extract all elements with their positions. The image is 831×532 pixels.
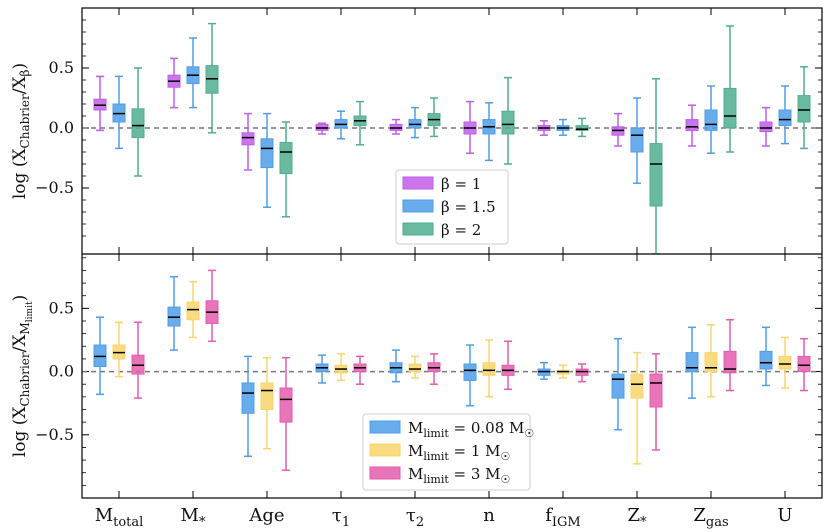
iqr-box <box>131 108 145 139</box>
iqr-box <box>649 373 663 408</box>
category-label: fIGM <box>545 505 581 530</box>
legend-label: Mlimit = 0.08 M☉ <box>408 419 534 440</box>
iqr-box <box>241 382 255 414</box>
legend-swatch <box>369 443 401 457</box>
y-tick-label: 0.0 <box>49 362 74 381</box>
iqr-box <box>649 143 663 207</box>
iqr-box <box>797 95 811 123</box>
legend-swatch <box>369 420 401 434</box>
legend-swatch <box>369 466 401 480</box>
legend-swatch <box>402 199 434 213</box>
iqr-box <box>482 362 496 376</box>
iqr-box <box>630 127 644 153</box>
iqr-box <box>759 350 773 370</box>
iqr-box <box>797 355 811 373</box>
figure-frame <box>81 7 823 499</box>
iqr-box <box>501 110 515 135</box>
iqr-box <box>778 109 792 127</box>
box-group <box>93 22 811 254</box>
iqr-box <box>260 138 274 169</box>
category-axis-labels: Mtotal M* Age τ1 τ2 n fIGM Z* Zgas U <box>95 505 793 530</box>
box-group <box>93 269 811 471</box>
iqr-box <box>685 352 699 373</box>
y-axis-label: log (XChabrier/Xβ) <box>10 63 32 199</box>
iqr-box <box>611 373 625 399</box>
legend-label: Mlimit = 3 M☉ <box>408 465 510 486</box>
legend-swatch <box>402 222 434 236</box>
category-label: τ1 <box>332 505 350 530</box>
iqr-box <box>463 363 477 381</box>
y-tick-label: −0.5 <box>35 425 74 444</box>
y-tick-label: 0.0 <box>49 118 74 137</box>
iqr-box <box>723 350 737 374</box>
iqr-box <box>778 355 792 370</box>
iqr-box <box>704 352 718 373</box>
iqr-box <box>241 132 255 146</box>
legend-label: β = 1.5 <box>441 198 496 216</box>
iqr-box <box>279 387 293 423</box>
legend-frame <box>362 413 531 491</box>
category-label: Mtotal <box>95 505 144 530</box>
legend: β = 1 β = 1.5 β = 2 <box>395 169 509 245</box>
category-label: Age <box>248 505 284 526</box>
iqr-box <box>186 301 200 321</box>
y-tick-label: 0.5 <box>49 298 74 317</box>
iqr-box <box>759 121 773 133</box>
bottom-panel: −0.5 0.0 0.5 Mlimit = 0.08 M☉Mlimit = 1 M☉M… <box>10 254 822 498</box>
iqr-box <box>704 109 718 131</box>
iqr-box <box>408 363 422 373</box>
iqr-box <box>575 125 589 131</box>
legend: Mlimit = 0.08 M☉Mlimit = 1 M☉Mlimit = 3 … <box>362 413 534 491</box>
iqr-box <box>723 87 737 129</box>
legend-label: β = 1 <box>441 175 481 193</box>
y-tick-label: 0.5 <box>49 58 74 77</box>
iqr-box <box>630 373 644 399</box>
legend-label: Mlimit = 1 M☉ <box>408 442 510 463</box>
y-tick-label: −0.5 <box>35 178 74 197</box>
category-label: τ2 <box>406 505 424 530</box>
y-axis-label: log (XChabrier/XMlimit) <box>10 295 35 457</box>
category-label: U <box>777 505 792 526</box>
iqr-box <box>279 141 293 175</box>
category-label: M* <box>181 505 206 530</box>
category-label: Zgas <box>693 505 728 530</box>
top-panel: −0.5 0.0 0.5 β = 1 β = 1.5 β = 2 log (XChabrie… <box>10 8 822 254</box>
iqr-box <box>685 119 699 131</box>
category-label: n <box>483 505 495 526</box>
category-label: Z* <box>627 505 647 530</box>
legend-swatch <box>402 176 434 190</box>
legend-label: β = 2 <box>441 221 481 239</box>
iqr-box <box>260 382 274 411</box>
